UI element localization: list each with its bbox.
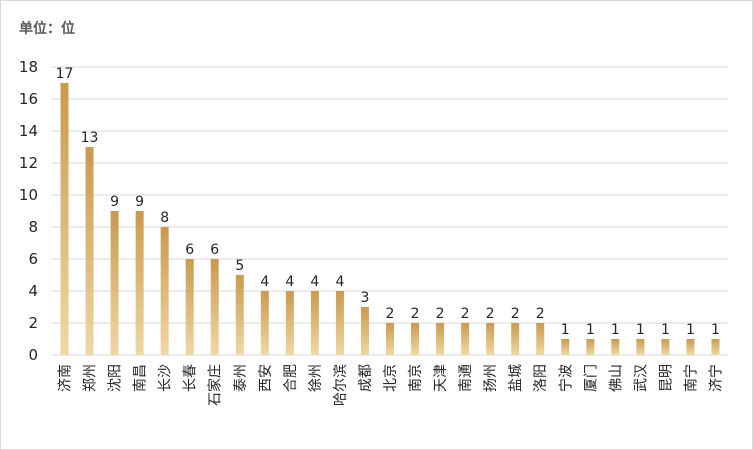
y-tick-label: 4 [28,282,38,300]
x-category-label: 洛阳 [533,364,549,392]
bar [60,83,69,355]
y-tick-label: 16 [19,90,38,108]
y-tick-label: 8 [28,218,38,236]
x-category-label: 厦门 [583,364,599,392]
data-label: 1 [611,322,620,338]
data-label: 2 [386,306,395,322]
bar [511,323,520,355]
x-category-label: 南昌 [133,364,149,392]
x-category-label: 昆明 [658,364,674,392]
x-category-label: 长春 [183,364,199,392]
bar [561,339,570,355]
y-tick-label: 6 [28,250,38,268]
bar [185,259,194,355]
bar [486,323,495,355]
data-label: 2 [511,306,520,322]
x-category-label: 佛山 [608,364,624,392]
unit-label: 单位：位 [19,21,75,37]
data-label: 4 [310,274,319,290]
y-tick-label: 10 [19,186,38,204]
x-category-label: 南宁 [682,364,699,392]
data-label: 9 [135,194,144,210]
data-label: 8 [160,210,169,226]
bar [335,291,344,355]
bar [686,339,695,355]
x-category-label: 石家庄 [207,364,224,406]
data-label: 1 [686,322,695,338]
bar [85,147,94,355]
data-label: 6 [185,242,194,258]
bar [310,291,319,355]
data-label: 5 [235,258,244,274]
x-category-label: 沈阳 [108,364,124,392]
data-label: 4 [335,274,344,290]
bar [160,227,169,355]
y-tick-label: 12 [19,154,38,172]
x-category-label: 西安 [258,364,274,392]
x-axis: 济南 郑州 沈阳 南昌 长沙 长春 石家庄 泰州 西安 合肥 徐州 哈尔滨 成都 北京 南京 天津 南通 扬州 盐城… [58,364,725,406]
x-category-label: 长沙 [158,364,174,392]
x-category-label: 哈尔滨 [333,364,349,406]
data-label: 1 [561,322,570,338]
bar [461,323,470,355]
bar [285,291,294,355]
data-label: 2 [411,306,420,322]
bars [60,83,720,355]
bar [661,339,670,355]
data-label: 6 [210,242,219,258]
x-category-label: 天津 [433,364,449,392]
bar [235,275,244,355]
bar [586,339,595,355]
data-label: 1 [661,322,670,338]
bar [611,339,620,355]
data-label: 2 [536,306,545,322]
bar [210,259,219,355]
y-tick-label: 18 [19,58,38,76]
data-label: 2 [486,306,495,322]
y-tick-label: 2 [28,314,38,332]
y-tick-label: 14 [19,122,38,140]
bar [636,339,645,355]
x-category-label: 南京 [408,364,424,392]
x-category-label: 徐州 [308,364,324,392]
bar [536,323,545,355]
bar [135,211,144,355]
bar [110,211,119,355]
x-category-label: 济南 [58,364,74,392]
bar [411,323,420,355]
x-category-label: 成都 [358,364,374,392]
x-category-label: 郑州 [83,364,99,392]
bar [260,291,269,355]
x-category-label: 南通 [458,364,474,392]
data-label: 1 [711,322,720,338]
bar [386,323,394,355]
x-category-label: 济宁 [707,364,724,392]
y-axis: 0 2 4 6 8 10 12 14 16 18 [19,58,38,364]
data-label: 17 [56,66,74,82]
bar [360,307,369,355]
y-tick-label: 0 [28,346,38,364]
data-label: 2 [436,306,445,322]
x-category-label: 泰州 [233,364,249,392]
x-category-label: 武汉 [633,364,649,392]
x-category-label: 扬州 [483,364,499,392]
data-label: 4 [260,274,269,290]
bar [711,339,720,355]
data-label: 3 [361,290,370,306]
bar [436,323,445,355]
x-category-label: 合肥 [283,364,299,392]
data-label: 2 [461,306,470,322]
data-label: 4 [285,274,294,290]
x-category-label: 北京 [383,364,399,392]
data-label: 1 [586,322,595,338]
x-category-label: 宁波 [557,364,574,392]
data-label: 13 [81,130,99,146]
data-label: 9 [110,194,119,210]
x-category-label: 盐城 [508,364,524,392]
data-label: 1 [636,322,645,338]
